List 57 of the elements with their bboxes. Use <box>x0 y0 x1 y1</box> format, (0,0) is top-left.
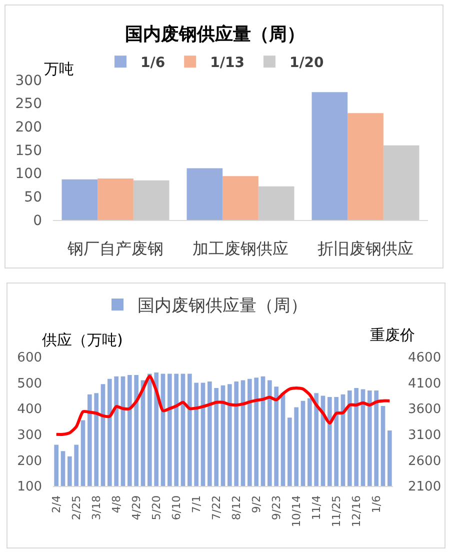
y-tick-label: 250 <box>15 96 42 112</box>
legend-label: 1/20 <box>289 55 324 72</box>
bar <box>62 179 98 220</box>
x-tick-label: 2/4 <box>50 495 63 514</box>
chart-title: 国内废钢供应量（周） <box>125 24 305 45</box>
bar <box>312 92 348 220</box>
x-tick-label: 5/20 <box>150 495 163 520</box>
bar <box>186 168 223 220</box>
y-tick-label: 300 <box>15 72 42 89</box>
x-tick-label: 1/6 <box>370 495 383 514</box>
line-series <box>54 374 392 436</box>
y-axis-title: 供应（万吨) <box>42 331 123 349</box>
x-tick-label: 加工废钢供应 <box>192 239 288 258</box>
x-tick-label: 6/10 <box>170 495 183 520</box>
x-tick-label: 7/1 <box>190 495 203 514</box>
y2-tick-label: 4600 <box>408 350 442 366</box>
y-tick-label: 300 <box>17 428 42 443</box>
y-tick-label: 600 <box>17 350 42 366</box>
x-tick-label: 3/18 <box>90 495 103 520</box>
bar <box>98 178 134 220</box>
y-tick-label: 0 <box>33 212 42 229</box>
y-axis-title: 万吨 <box>44 60 74 78</box>
y2-axis-title: 重废价 <box>370 326 415 344</box>
x-tick-label: 11/25 <box>330 495 343 528</box>
bar <box>348 113 384 220</box>
x-tick-label: 10/14 <box>290 495 303 528</box>
y2-tick-label: 2600 <box>408 454 442 469</box>
y-tick-label: 200 <box>15 120 42 136</box>
x-tick-label: 9/2 <box>250 495 263 514</box>
y-tick-label: 100 <box>15 166 42 182</box>
x-tick-label: 折旧废钢供应 <box>318 239 414 258</box>
y2-tick-label: 2100 <box>408 480 442 495</box>
bar <box>258 186 294 220</box>
x-tick-label: 钢厂自产废钢 <box>66 239 164 258</box>
x-tick-label: 2/25 <box>70 495 83 520</box>
x-tick-label: 11/4 <box>310 495 323 520</box>
x-tick-label: 8/12 <box>230 495 243 520</box>
y-tick-label: 100 <box>17 480 42 495</box>
x-tick-label: 4/29 <box>130 495 143 520</box>
y-tick-label: 50 <box>24 190 42 206</box>
y2-tick-label: 3100 <box>408 428 442 443</box>
y-tick-label: 500 <box>17 376 42 392</box>
y-tick-label: 200 <box>17 454 42 469</box>
legend-label: 国内废钢供应量（周） <box>138 296 308 316</box>
y2-tick-label: 4100 <box>408 376 442 392</box>
y-tick-label: 400 <box>17 402 42 418</box>
bar <box>383 145 420 220</box>
x-tick-label: 9/23 <box>270 495 283 520</box>
y2-tick-label: 3600 <box>408 402 442 418</box>
x-tick-label: 12/16 <box>350 495 363 528</box>
legend-label: 1/6 <box>140 55 166 72</box>
bar <box>222 176 258 220</box>
legend-label: 1/13 <box>210 55 244 72</box>
x-tick-label: 4/8 <box>110 495 123 514</box>
y-tick-label: 150 <box>15 142 42 159</box>
x-tick-label: 7/22 <box>210 495 223 520</box>
bar <box>133 180 170 220</box>
